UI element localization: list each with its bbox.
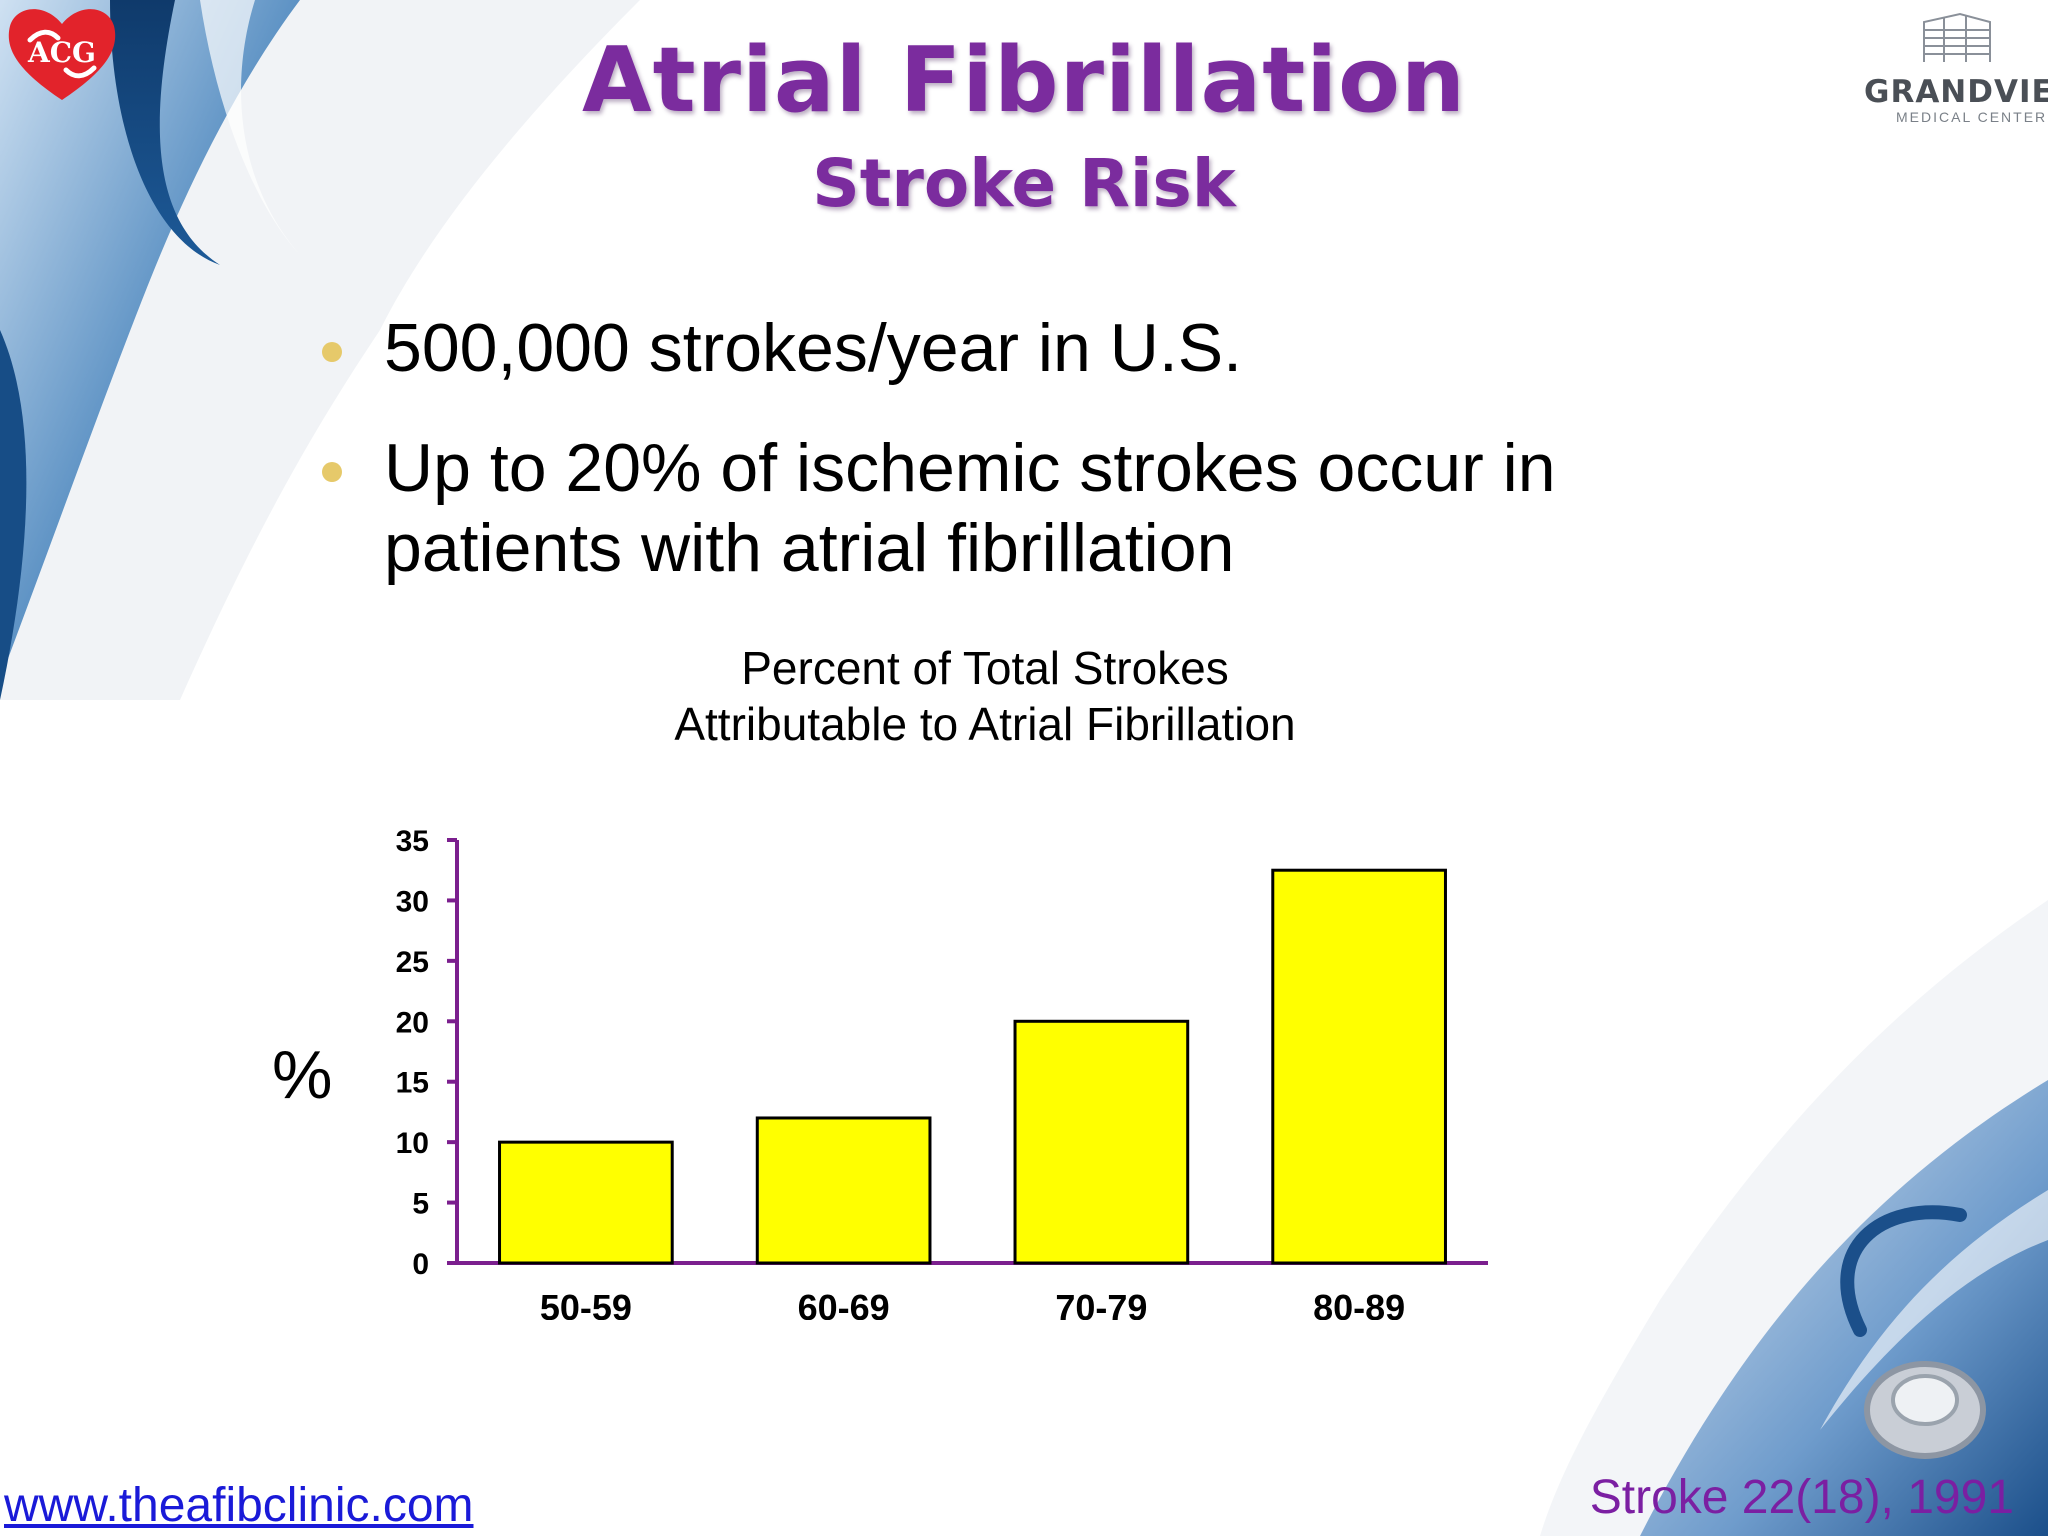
y-tick-label: 20 — [396, 1006, 429, 1039]
bar-60-69 — [755, 1116, 932, 1265]
grandview-logo-name: GRANDVIEW — [1864, 74, 2048, 110]
bullet-text-2: Up to 20% of ischemic strokes occur in p… — [384, 430, 1556, 586]
y-tick-label: 5 — [412, 1188, 429, 1221]
bar-80-89 — [1271, 868, 1447, 1265]
bar-50-59 — [498, 1140, 674, 1265]
bullet-item-1: 500,000 strokes/year in U.S. — [322, 308, 1802, 388]
bullet-text-1: 500,000 strokes/year in U.S. — [384, 310, 1243, 386]
grandview-logo: GRANDVIEW MEDICAL CENTER — [1858, 10, 2048, 128]
x-tick-label: 70-79 — [1055, 1287, 1147, 1320]
citation-text: Stroke 22(18), 1991 — [1589, 1471, 2014, 1524]
x-tick-label: 80-89 — [1313, 1287, 1405, 1320]
acg-logo-text: ACG — [27, 36, 96, 69]
chart-title-line-1: Percent of Total Strokes — [741, 642, 1229, 694]
x-tick-label: 50-59 — [540, 1287, 632, 1320]
bar-70-79 — [1013, 1019, 1190, 1265]
y-tick-label: 35 — [396, 825, 429, 858]
website-link[interactable]: www.theafibclinic.com — [4, 1479, 474, 1532]
slide-subtitle: Stroke Risk — [812, 145, 1236, 222]
y-tick-label: 25 — [396, 946, 429, 979]
y-tick-label: 15 — [396, 1067, 429, 1100]
bar-chart: 0 5 10 15 20 25 30 35 50-59 60-69 70-79 80-89 — [396, 825, 1488, 1320]
bullet-dot-icon — [322, 342, 342, 362]
chart-title: Percent of Total Strokes Attributable to… — [540, 640, 1430, 752]
y-tick-label: 30 — [396, 885, 429, 918]
y-tick-label: 10 — [396, 1127, 429, 1160]
y-tick-label: 0 — [412, 1248, 429, 1281]
grandview-logo-subtitle: MEDICAL CENTER — [1896, 109, 2048, 125]
slide-title: Atrial Fibrillation — [581, 28, 1467, 133]
chart-title-line-2: Attributable to Atrial Fibrillation — [674, 698, 1296, 750]
acg-heart-logo: ACG — [0, 0, 125, 108]
x-tick-label: 60-69 — [798, 1287, 890, 1320]
chart-y-axis-label: % — [272, 1037, 333, 1113]
bullet-dot-icon — [322, 462, 342, 482]
bullet-item-2: Up to 20% of ischemic strokes occur in p… — [322, 428, 1802, 588]
